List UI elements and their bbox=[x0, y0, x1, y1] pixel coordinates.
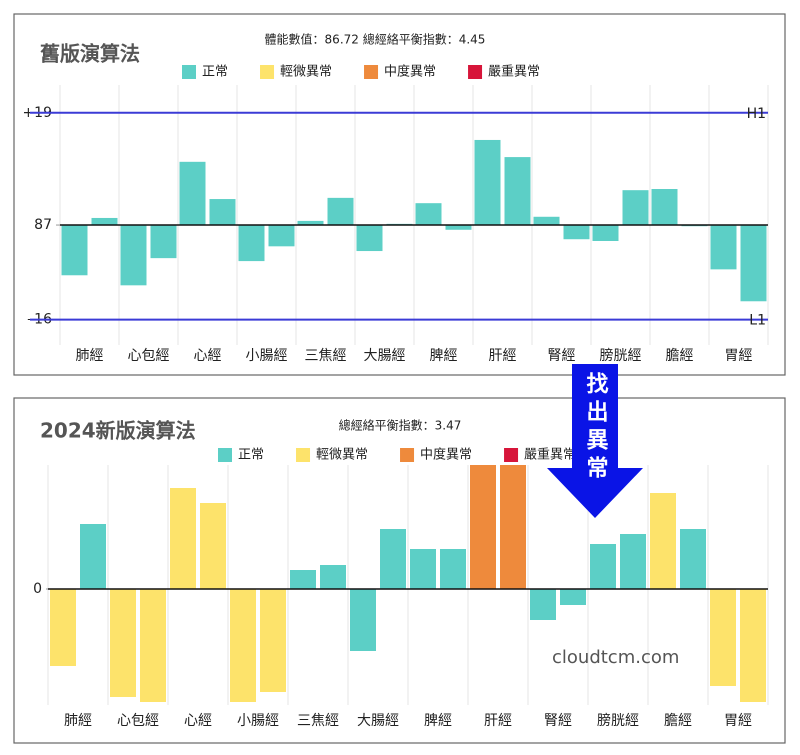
bar bbox=[320, 565, 346, 589]
arrow bbox=[547, 364, 643, 518]
x-tick-label: 小腸經 bbox=[246, 348, 288, 364]
arrow-text: 找出異常 bbox=[583, 372, 609, 484]
bar bbox=[290, 570, 316, 589]
bar bbox=[356, 225, 383, 252]
bar bbox=[61, 225, 88, 276]
bar bbox=[110, 589, 136, 697]
x-tick-label: 大腸經 bbox=[357, 713, 399, 729]
x-tick-label: 腎經 bbox=[544, 713, 572, 729]
x-tick-label: 肺經 bbox=[64, 713, 92, 729]
bar bbox=[80, 524, 106, 589]
legend-swatch bbox=[400, 448, 415, 462]
bar bbox=[410, 549, 436, 589]
bar bbox=[200, 503, 226, 589]
bar bbox=[327, 197, 354, 226]
legend-label: 輕微異常 bbox=[316, 448, 368, 463]
x-tick-label: 心經 bbox=[194, 348, 222, 364]
bar bbox=[504, 157, 531, 226]
bar bbox=[590, 544, 616, 589]
x-tick-label: 脾經 bbox=[424, 713, 452, 729]
bar bbox=[209, 199, 236, 226]
bar bbox=[91, 217, 118, 226]
bar bbox=[380, 529, 406, 589]
x-tick-label: 膀胱經 bbox=[600, 347, 642, 364]
bar bbox=[622, 190, 649, 226]
chart-title: 舊版演算法 bbox=[40, 42, 140, 66]
bar bbox=[592, 225, 619, 241]
bar bbox=[230, 589, 256, 702]
bar bbox=[260, 589, 286, 692]
bar bbox=[710, 589, 736, 686]
x-tick-label: 三焦經 bbox=[297, 713, 339, 729]
x-tick-label: 胃經 bbox=[725, 348, 753, 364]
bar bbox=[651, 189, 678, 226]
x-tick-label: 膀胱經 bbox=[597, 712, 639, 729]
watermark: cloudtcm.com bbox=[552, 647, 679, 668]
x-tick-label: 肝經 bbox=[484, 713, 512, 729]
x-tick-label: 腎經 bbox=[548, 348, 576, 364]
y-tick-label: 0 bbox=[33, 581, 42, 597]
legend-label: 正常 bbox=[238, 448, 264, 463]
chart-subtitle: 體能數值：86.72 總經絡平衡指數：4.45 bbox=[265, 32, 486, 47]
x-tick-label: 小腸經 bbox=[237, 713, 279, 729]
legend-label: 中度異常 bbox=[420, 447, 472, 463]
bar bbox=[297, 220, 324, 226]
bar bbox=[50, 589, 76, 666]
legend-label: 輕微異常 bbox=[280, 65, 332, 80]
x-tick-label: 心包經 bbox=[128, 348, 170, 364]
legend-label: 嚴重異常 bbox=[488, 64, 540, 80]
bar bbox=[563, 225, 590, 240]
bar bbox=[415, 203, 442, 226]
x-tick-label: 膽經 bbox=[664, 712, 692, 729]
legend-swatch bbox=[296, 448, 311, 462]
x-tick-label: 心經 bbox=[184, 713, 212, 729]
bar bbox=[740, 225, 767, 302]
bar bbox=[179, 161, 206, 226]
bar bbox=[238, 225, 265, 262]
bar bbox=[530, 589, 556, 620]
bar bbox=[710, 225, 737, 270]
legend-label: 嚴重異常 bbox=[524, 447, 576, 463]
legend-label: 中度異常 bbox=[384, 64, 436, 80]
legend-swatch bbox=[218, 448, 232, 462]
chart-title: 2024新版演算法 bbox=[40, 419, 196, 443]
y-tick-label: 87 bbox=[34, 217, 52, 233]
reference-label: H1 bbox=[747, 106, 766, 122]
x-tick-label: 脾經 bbox=[430, 348, 458, 364]
bar bbox=[560, 589, 586, 605]
x-tick-label: 大腸經 bbox=[364, 348, 406, 364]
bar bbox=[440, 549, 466, 589]
legend-swatch bbox=[260, 65, 275, 79]
x-tick-label: 肝經 bbox=[489, 348, 517, 364]
bar bbox=[268, 225, 295, 247]
legend-swatch bbox=[504, 448, 519, 462]
bar bbox=[150, 225, 177, 259]
bar bbox=[120, 225, 147, 286]
legend-swatch bbox=[468, 65, 483, 79]
legend-swatch bbox=[364, 65, 379, 79]
reference-label: L1 bbox=[749, 313, 766, 329]
bar bbox=[350, 589, 376, 651]
bar bbox=[680, 529, 706, 589]
bar bbox=[170, 488, 196, 589]
bar bbox=[140, 589, 166, 702]
x-tick-label: 胃經 bbox=[724, 713, 752, 729]
bar bbox=[470, 465, 496, 589]
bar bbox=[620, 534, 646, 589]
bar bbox=[474, 139, 501, 226]
x-tick-label: 三焦經 bbox=[305, 348, 347, 364]
legend-swatch bbox=[182, 65, 196, 79]
x-tick-label: 肺經 bbox=[76, 348, 104, 364]
bar bbox=[500, 465, 526, 589]
legend-label: 正常 bbox=[202, 65, 228, 80]
x-tick-label: 膽經 bbox=[666, 347, 694, 364]
x-tick-label: 心包經 bbox=[117, 713, 159, 729]
bar bbox=[533, 216, 560, 226]
bar bbox=[445, 225, 472, 230]
chart-subtitle: 總經絡平衡指數：3.47 bbox=[339, 418, 462, 433]
bar bbox=[650, 493, 676, 589]
bar bbox=[740, 589, 766, 702]
